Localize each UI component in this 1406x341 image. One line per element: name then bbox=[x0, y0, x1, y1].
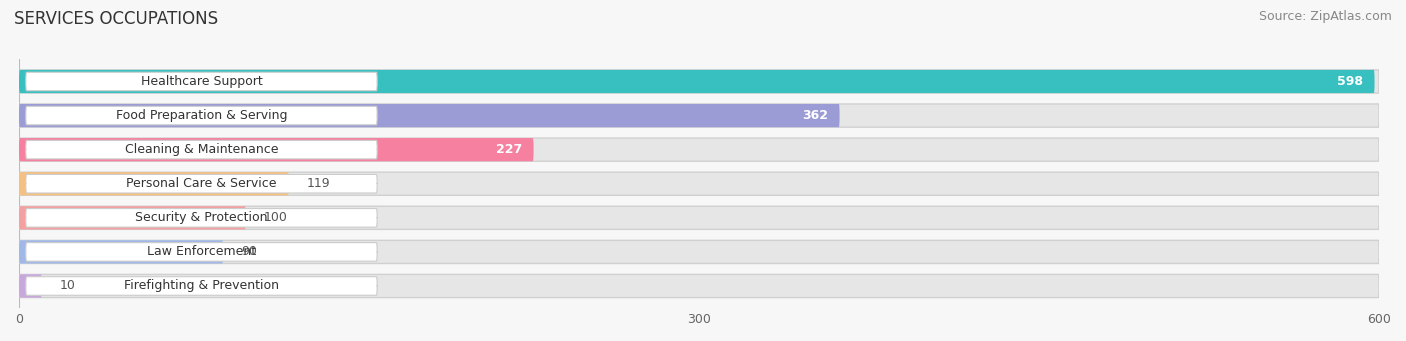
FancyBboxPatch shape bbox=[25, 106, 377, 125]
FancyBboxPatch shape bbox=[25, 209, 377, 227]
Text: 362: 362 bbox=[803, 109, 828, 122]
FancyBboxPatch shape bbox=[20, 138, 1379, 161]
Text: SERVICES OCCUPATIONS: SERVICES OCCUPATIONS bbox=[14, 10, 218, 28]
FancyBboxPatch shape bbox=[20, 206, 246, 229]
FancyBboxPatch shape bbox=[20, 240, 224, 264]
FancyBboxPatch shape bbox=[20, 70, 1375, 93]
FancyBboxPatch shape bbox=[20, 104, 1379, 127]
Text: Personal Care & Service: Personal Care & Service bbox=[127, 177, 277, 190]
Text: Law Enforcement: Law Enforcement bbox=[146, 246, 256, 258]
FancyBboxPatch shape bbox=[20, 172, 288, 195]
FancyBboxPatch shape bbox=[20, 206, 1379, 229]
FancyBboxPatch shape bbox=[20, 104, 839, 127]
FancyBboxPatch shape bbox=[25, 72, 377, 91]
Text: 10: 10 bbox=[60, 280, 76, 293]
Text: Security & Protection: Security & Protection bbox=[135, 211, 267, 224]
FancyBboxPatch shape bbox=[20, 70, 1379, 93]
Text: 119: 119 bbox=[307, 177, 330, 190]
FancyBboxPatch shape bbox=[25, 243, 377, 261]
Text: 90: 90 bbox=[242, 246, 257, 258]
FancyBboxPatch shape bbox=[20, 275, 42, 298]
FancyBboxPatch shape bbox=[25, 140, 377, 159]
Text: Food Preparation & Serving: Food Preparation & Serving bbox=[115, 109, 287, 122]
Text: 598: 598 bbox=[1337, 75, 1364, 88]
FancyBboxPatch shape bbox=[20, 240, 1379, 264]
Text: 227: 227 bbox=[496, 143, 522, 156]
Text: Healthcare Support: Healthcare Support bbox=[141, 75, 263, 88]
Text: 100: 100 bbox=[264, 211, 288, 224]
Text: Firefighting & Prevention: Firefighting & Prevention bbox=[124, 280, 278, 293]
FancyBboxPatch shape bbox=[20, 138, 533, 161]
FancyBboxPatch shape bbox=[25, 175, 377, 193]
Text: Cleaning & Maintenance: Cleaning & Maintenance bbox=[125, 143, 278, 156]
FancyBboxPatch shape bbox=[25, 277, 377, 295]
FancyBboxPatch shape bbox=[20, 172, 1379, 195]
FancyBboxPatch shape bbox=[20, 275, 1379, 298]
Text: Source: ZipAtlas.com: Source: ZipAtlas.com bbox=[1258, 10, 1392, 23]
